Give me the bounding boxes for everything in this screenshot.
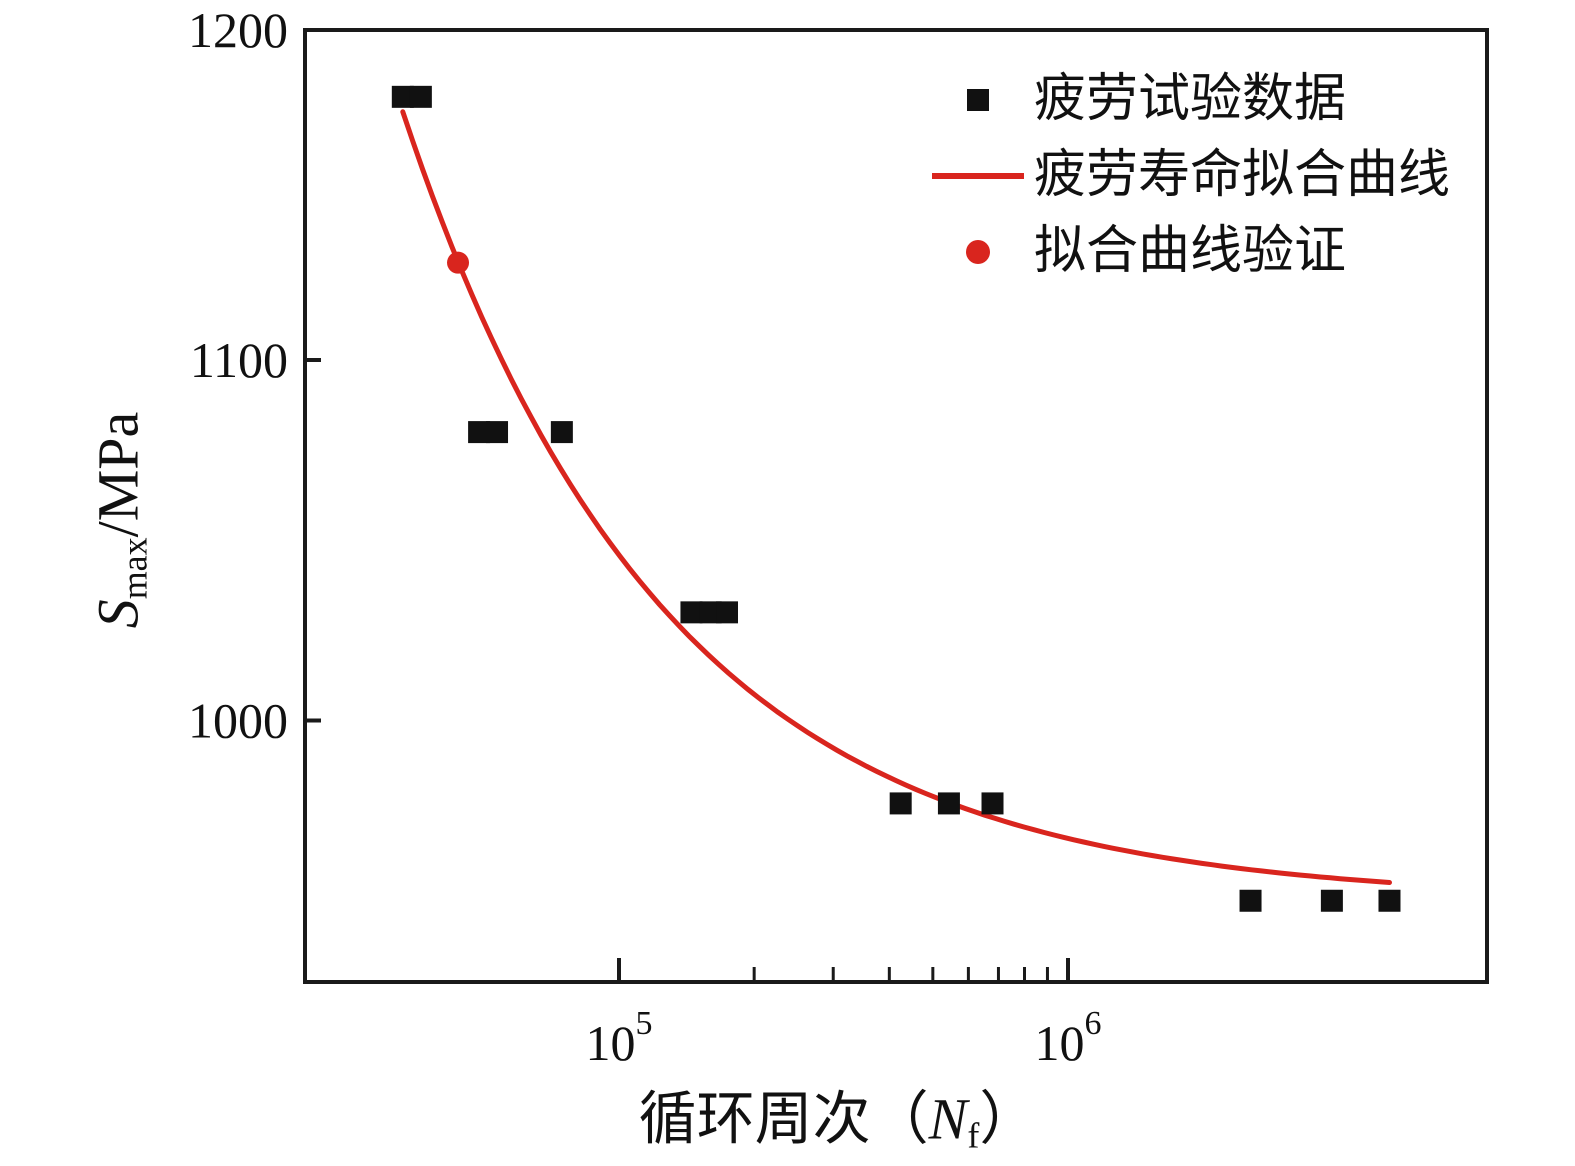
legend-marker-cell xyxy=(928,89,1028,111)
data-point-square xyxy=(1378,889,1401,912)
x-axis-title-text: 循环周次（ xyxy=(638,1086,929,1152)
legend-item-fit-curve: 疲劳寿命拟合曲线 xyxy=(928,138,1450,214)
x-axis-title: 循环周次（Nf） xyxy=(639,1072,1038,1157)
x-axis-subscript: f xyxy=(967,1115,980,1156)
data-point-square xyxy=(391,85,414,108)
verification-point xyxy=(447,251,470,274)
legend-label-test-data: 疲劳试验数据 xyxy=(1034,71,1347,128)
data-point-square xyxy=(1320,889,1343,912)
y-axis-title: Smax/MPa xyxy=(85,412,156,629)
x-axis-symbol: N xyxy=(928,1086,968,1152)
data-point-square xyxy=(680,601,703,624)
legend-marker-cell xyxy=(928,240,1028,264)
x-tick-label: 106 xyxy=(1035,1005,1102,1071)
y-tick-label: 1100 xyxy=(190,332,288,388)
x-axis-title-close: ） xyxy=(979,1086,1038,1152)
data-point-square xyxy=(486,421,509,444)
data-point-square xyxy=(1239,889,1262,912)
data-point-square xyxy=(937,792,960,815)
fit-curve xyxy=(400,109,1392,885)
legend-label-verification: 拟合曲线验证 xyxy=(1034,223,1347,280)
data-point-square xyxy=(716,601,739,624)
circle-marker-icon xyxy=(966,240,990,264)
square-marker-icon xyxy=(967,89,989,111)
data-point-square xyxy=(468,421,491,444)
legend-item-test-data: 疲劳试验数据 xyxy=(928,62,1450,138)
x-tick-label: 105 xyxy=(586,1005,653,1071)
data-point-square xyxy=(981,792,1004,815)
data-point-square xyxy=(409,85,432,108)
data-point-square xyxy=(550,421,573,444)
legend-item-verification: 拟合曲线验证 xyxy=(928,214,1450,290)
y-tick-label: 1000 xyxy=(188,693,288,749)
legend: 疲劳试验数据 疲劳寿命拟合曲线 拟合曲线验证 xyxy=(928,62,1450,290)
legend-label-fit-curve: 疲劳寿命拟合曲线 xyxy=(1034,147,1451,204)
y-axis-subscript: max xyxy=(114,537,155,600)
plot-frame xyxy=(303,28,1489,984)
line-marker-icon xyxy=(932,173,1024,179)
data-point-square xyxy=(889,792,912,815)
y-axis-unit: /MPa xyxy=(85,411,151,538)
y-axis-symbol: S xyxy=(85,599,151,629)
y-tick-label: 1200 xyxy=(188,2,288,58)
legend-marker-cell xyxy=(928,173,1028,179)
